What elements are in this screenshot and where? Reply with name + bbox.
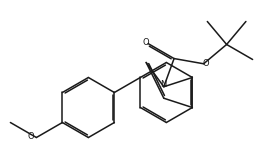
Text: O: O [28, 132, 35, 141]
Text: O: O [202, 59, 209, 68]
Text: O: O [142, 38, 149, 47]
Text: N: N [161, 80, 167, 89]
